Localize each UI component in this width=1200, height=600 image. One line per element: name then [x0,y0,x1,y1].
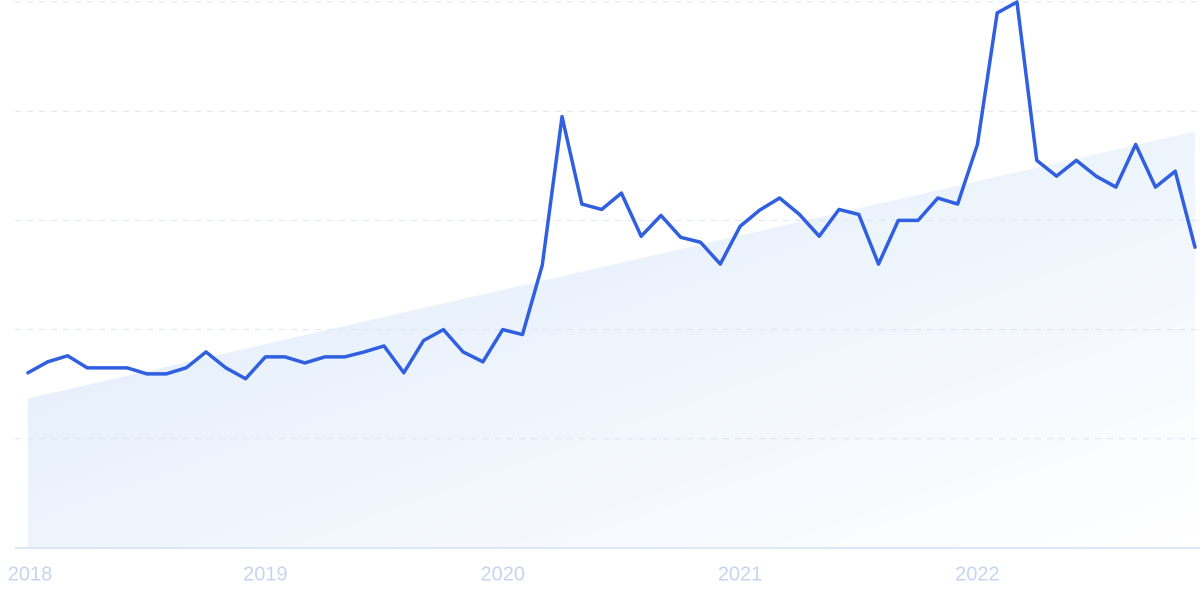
x-tick-label: 2022 [955,563,1000,585]
x-tick-label: 2018 [8,563,53,585]
x-tick-label: 2019 [243,563,288,585]
trend-area [28,131,1195,549]
x-tick-label: 2020 [480,563,525,585]
x-tick-label: 2021 [718,563,763,585]
data-line [26,0,1197,381]
